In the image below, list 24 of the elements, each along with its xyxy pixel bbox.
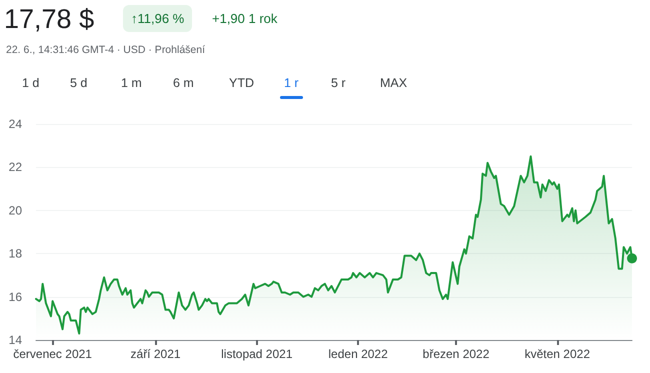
x-tick-label: leden 2022 [328, 347, 388, 361]
y-tick-label: 20 [8, 203, 22, 218]
text: YTD [229, 76, 254, 90]
x-tick-label: listopad 2021 [221, 347, 293, 361]
text: +1,90 1 rok [212, 11, 278, 26]
text: MAX [380, 76, 408, 90]
text: 1 d [22, 76, 40, 90]
text: 1 r [284, 76, 299, 90]
y-tick-label: 18 [8, 246, 22, 261]
x-tick-label: březen 2022 [422, 347, 490, 361]
x-tick-label: září 2021 [130, 347, 181, 361]
x-tick-label: květen 2022 [524, 347, 590, 361]
text: 1 m [121, 76, 142, 90]
text: 5 r [331, 76, 346, 90]
y-tick-label: 14 [8, 333, 22, 347]
chart-title: 17,78 $ [4, 4, 94, 35]
text: ↑11,96 % [123, 5, 192, 32]
text: 6 m [173, 76, 194, 90]
y-tick-label: 16 [8, 290, 22, 304]
y-tick-label: 22 [8, 160, 22, 174]
text: 5 d [70, 76, 88, 90]
y-tick-label: 24 [8, 117, 22, 131]
text: 22. 6., 14:31:46 GMT-4 · USD · Prohlášení [6, 44, 206, 56]
x-tick-label: červenec 2021 [13, 347, 92, 361]
